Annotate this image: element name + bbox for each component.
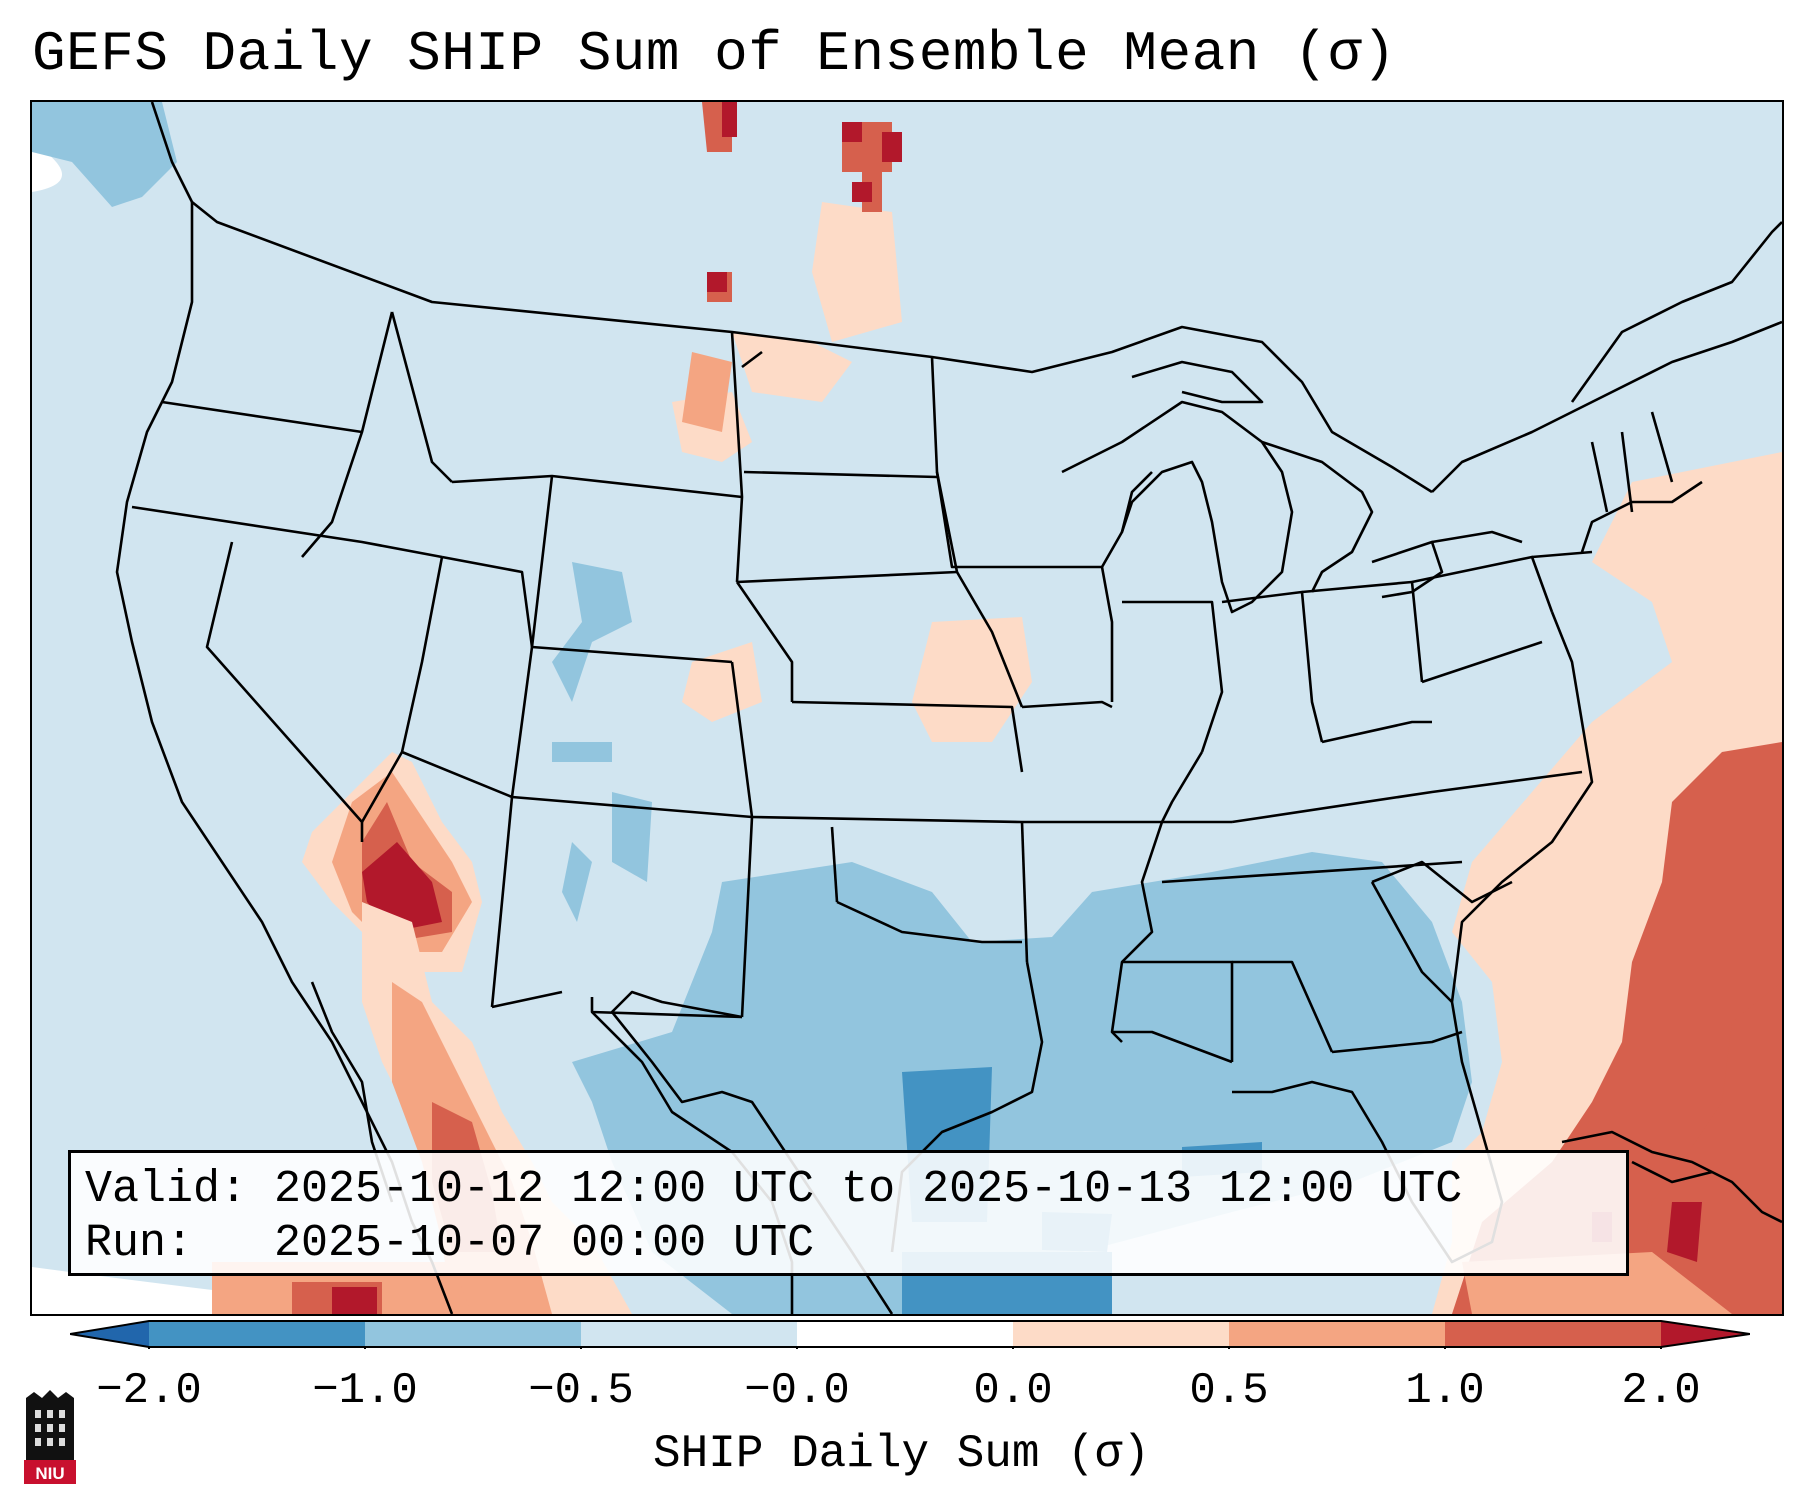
map-canvas [32, 102, 1782, 1314]
logo-text: NIU [35, 1464, 64, 1483]
colorbar-bin [1229, 1321, 1445, 1347]
colorbar-bin [1445, 1321, 1661, 1347]
colorbar-label: SHIP Daily Sum (σ) [653, 1428, 1150, 1480]
colorbar-bin [581, 1321, 797, 1347]
colorbar-extend-low [70, 1321, 149, 1347]
projection-edge-left [32, 1267, 452, 1314]
colorbar-bin [149, 1321, 365, 1347]
colorbar [70, 1320, 1750, 1349]
valid-time-line: Valid: 2025-10-12 12:00 UTC to 2025-10-1… [85, 1164, 1463, 1215]
colorbar-tick-label: 1.0 [1405, 1366, 1485, 1416]
colorbar-tick-label: 0.0 [973, 1366, 1053, 1416]
colorbar-tick-label: −2.0 [96, 1366, 202, 1416]
projection-edge-top-left [32, 142, 62, 192]
colorbar-tick-label: −0.0 [744, 1366, 850, 1416]
niu-logo: NIU [24, 1390, 76, 1484]
colorbar-bin [1013, 1321, 1229, 1347]
colorbar-bin [365, 1321, 581, 1347]
colorbar-tick-label: −0.5 [528, 1366, 634, 1416]
run-time-line: Run: 2025-10-07 00:00 UTC [85, 1218, 815, 1269]
map-panel[interactable] [30, 100, 1784, 1316]
colorbar-tick-label: 0.5 [1189, 1366, 1269, 1416]
map-title: GEFS Daily SHIP Sum of Ensemble Mean (σ) [32, 22, 1397, 86]
political-boundaries [115, 102, 1782, 1314]
positive-anomaly-field [212, 102, 1782, 1314]
validity-info-box: Valid: 2025-10-12 12:00 UTC to 2025-10-1… [68, 1150, 1629, 1276]
colorbar-extend-high [1661, 1321, 1750, 1347]
colorbar-bin [797, 1321, 1013, 1347]
colorbar-tick-label: 2.0 [1621, 1366, 1701, 1416]
colorbar-tick-label: −1.0 [312, 1366, 418, 1416]
